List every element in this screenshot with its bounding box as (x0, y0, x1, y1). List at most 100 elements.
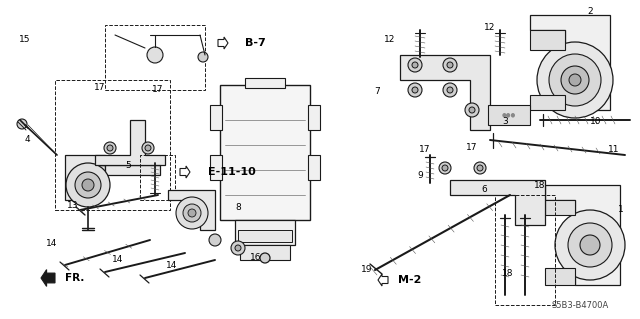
Circle shape (17, 119, 27, 129)
Text: 17: 17 (152, 85, 164, 94)
Circle shape (142, 142, 154, 154)
Circle shape (447, 87, 453, 93)
Polygon shape (530, 30, 565, 50)
Text: 2: 2 (587, 8, 593, 17)
Polygon shape (545, 268, 575, 285)
Circle shape (408, 83, 422, 97)
Circle shape (66, 163, 110, 207)
Text: 18: 18 (534, 181, 546, 189)
Polygon shape (240, 245, 290, 260)
Text: 12: 12 (384, 35, 396, 44)
Circle shape (580, 235, 600, 255)
Text: 12: 12 (484, 24, 496, 33)
Circle shape (198, 52, 208, 62)
Bar (55, 80, 170, 210)
Polygon shape (218, 37, 228, 49)
Polygon shape (488, 105, 530, 125)
Circle shape (568, 223, 612, 267)
Circle shape (145, 145, 151, 151)
Polygon shape (168, 190, 215, 230)
Text: 8: 8 (235, 204, 241, 212)
Text: 6: 6 (481, 186, 487, 195)
Circle shape (104, 142, 116, 154)
Circle shape (569, 74, 581, 86)
Circle shape (209, 234, 221, 246)
Circle shape (549, 54, 601, 106)
Circle shape (443, 83, 457, 97)
Text: 17: 17 (94, 84, 106, 93)
Text: FR.: FR. (65, 273, 84, 283)
Text: 4: 4 (24, 136, 30, 145)
Text: 11: 11 (608, 145, 620, 154)
Text: E-11-10: E-11-10 (208, 167, 256, 177)
Circle shape (477, 165, 483, 171)
Circle shape (537, 42, 613, 118)
Circle shape (447, 62, 453, 68)
Circle shape (183, 204, 201, 222)
Text: 19: 19 (361, 265, 372, 275)
Circle shape (235, 245, 241, 251)
Bar (495, 195, 555, 305)
Circle shape (465, 103, 479, 117)
Circle shape (412, 62, 418, 68)
Circle shape (260, 253, 270, 263)
Text: S5B3-B4700A: S5B3-B4700A (552, 301, 609, 310)
Polygon shape (545, 185, 620, 285)
Polygon shape (210, 155, 222, 180)
Polygon shape (95, 120, 165, 165)
Circle shape (561, 66, 589, 94)
Text: 9: 9 (417, 170, 423, 180)
Circle shape (176, 197, 208, 229)
Circle shape (408, 58, 422, 72)
Text: 14: 14 (166, 261, 178, 270)
Polygon shape (238, 230, 292, 242)
Text: 14: 14 (112, 256, 124, 264)
Polygon shape (308, 155, 320, 180)
Circle shape (82, 179, 94, 191)
Circle shape (107, 145, 113, 151)
Polygon shape (245, 78, 285, 88)
Polygon shape (235, 220, 295, 245)
Text: 13: 13 (67, 201, 79, 210)
Text: 3: 3 (502, 117, 508, 127)
Circle shape (469, 107, 475, 113)
Circle shape (439, 162, 451, 174)
Bar (105, 25, 205, 90)
Text: B-7: B-7 (245, 38, 266, 48)
Circle shape (443, 58, 457, 72)
Text: 1: 1 (618, 205, 624, 214)
Polygon shape (530, 95, 565, 110)
Text: 7: 7 (374, 87, 380, 97)
Text: 5: 5 (125, 160, 131, 169)
Polygon shape (220, 85, 310, 220)
Polygon shape (308, 105, 320, 130)
Polygon shape (65, 155, 105, 200)
Text: M-2: M-2 (398, 275, 421, 285)
Circle shape (555, 210, 625, 280)
Polygon shape (450, 180, 545, 225)
Text: ●●●: ●●● (502, 113, 516, 117)
Bar (140, 155, 175, 200)
Text: 14: 14 (46, 239, 58, 248)
Circle shape (188, 209, 196, 217)
Polygon shape (90, 165, 160, 175)
Circle shape (147, 47, 163, 63)
Polygon shape (530, 15, 610, 110)
Polygon shape (400, 55, 490, 130)
Circle shape (412, 87, 418, 93)
Text: 18: 18 (502, 269, 514, 278)
Circle shape (231, 241, 245, 255)
Circle shape (474, 162, 486, 174)
Text: 17: 17 (419, 145, 431, 154)
Polygon shape (545, 200, 575, 215)
Polygon shape (378, 274, 388, 286)
Polygon shape (210, 105, 222, 130)
Text: 17: 17 (467, 144, 477, 152)
Circle shape (442, 165, 448, 171)
Text: 16: 16 (250, 254, 262, 263)
Circle shape (75, 172, 101, 198)
Polygon shape (180, 166, 190, 178)
Text: 15: 15 (19, 35, 31, 44)
Polygon shape (41, 270, 55, 286)
Text: 10: 10 (590, 117, 602, 127)
